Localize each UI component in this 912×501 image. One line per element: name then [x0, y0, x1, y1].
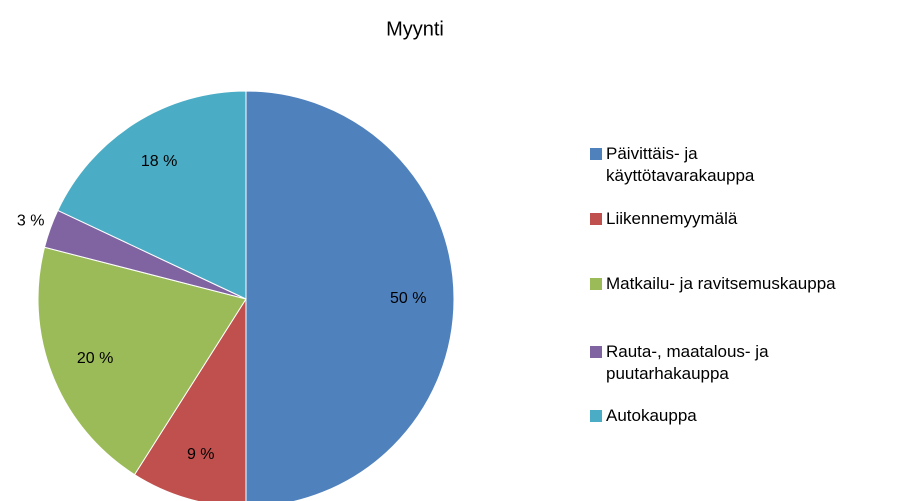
legend: Päivittäis- ja käyttötavarakauppa Liikenn…: [590, 0, 910, 501]
legend-item: Matkailu- ja ravitsemuskauppa: [590, 273, 836, 295]
data-label: 50 %: [390, 290, 426, 307]
legend-swatch: [590, 346, 602, 358]
legend-label: Liikennemyymälä: [606, 209, 738, 228]
data-label: 20 %: [77, 350, 113, 367]
data-label: 9 %: [187, 446, 215, 463]
legend-item: Liikennemyymälä: [590, 208, 737, 230]
legend-swatch: [590, 278, 602, 290]
legend-label: Matkailu- ja ravitsemuskauppa: [606, 274, 836, 293]
legend-item: Rauta-, maatalous- ja puutarhakauppa: [590, 341, 816, 385]
legend-item: Päivittäis- ja käyttötavarakauppa: [590, 143, 816, 187]
pie-slice: [245, 90, 455, 501]
legend-label: Rauta-, maatalous- ja puutarhakauppa: [606, 342, 769, 383]
data-label: 3 %: [17, 213, 45, 230]
pie-slice: [57, 90, 247, 300]
legend-label: Autokauppa: [606, 406, 697, 425]
legend-swatch: [590, 410, 602, 422]
legend-swatch: [590, 148, 602, 160]
chart-title: Myynti: [386, 18, 444, 40]
legend-item: Autokauppa: [590, 405, 697, 427]
pie-slice: [133, 297, 247, 501]
legend-swatch: [590, 213, 602, 225]
pie-slice: [37, 246, 247, 476]
data-label: 18 %: [141, 153, 177, 170]
legend-label: Päivittäis- ja käyttötavarakauppa: [606, 144, 755, 185]
